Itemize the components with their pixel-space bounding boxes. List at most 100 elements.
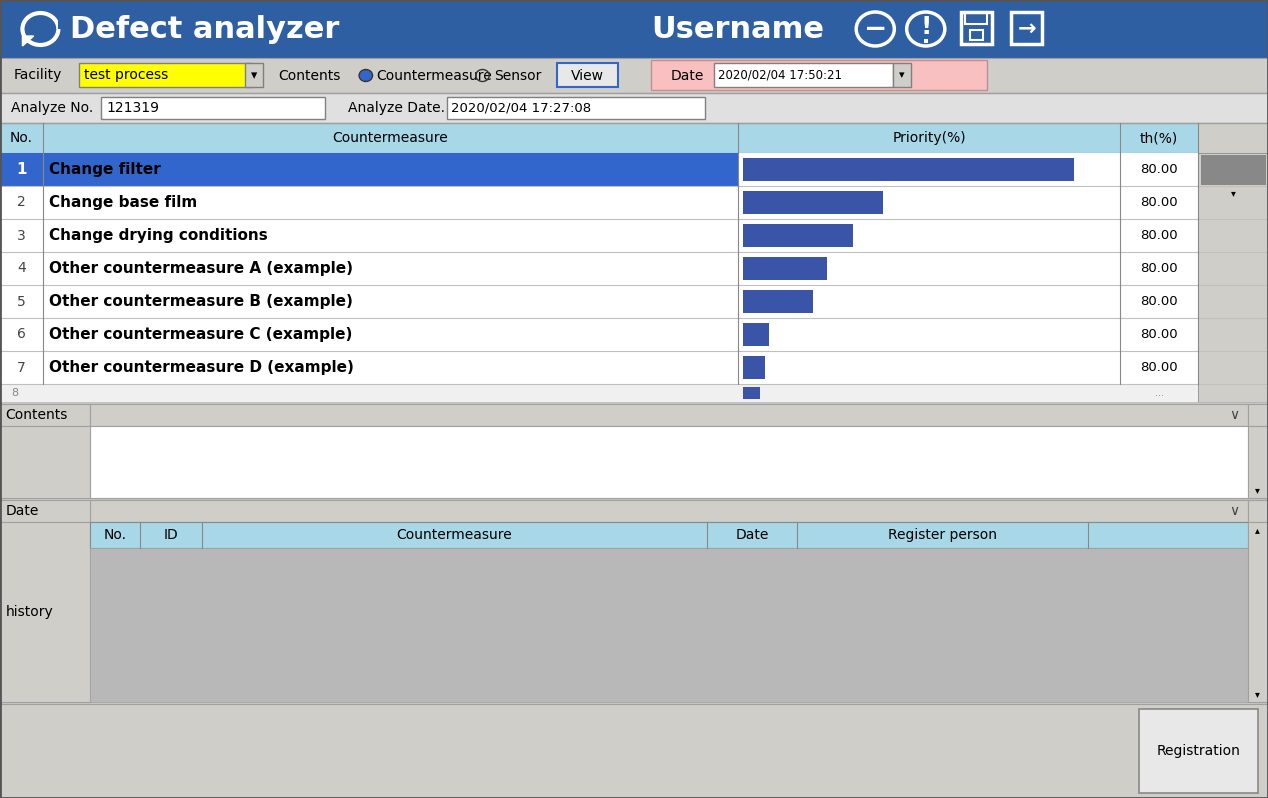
- Bar: [90, 500, 1248, 522]
- Text: 80.00: 80.00: [1140, 361, 1178, 374]
- Text: Analyze No.: Analyze No.: [11, 101, 94, 115]
- Bar: [1198, 285, 1268, 318]
- Bar: [1198, 351, 1268, 384]
- Text: ▾: ▾: [1255, 689, 1260, 699]
- Bar: [0, 404, 90, 426]
- Bar: [0, 153, 738, 186]
- Bar: [1198, 384, 1268, 402]
- Text: Change drying conditions: Change drying conditions: [49, 228, 268, 243]
- Bar: [743, 224, 853, 247]
- Text: Facility: Facility: [14, 69, 62, 82]
- Bar: [1201, 155, 1265, 185]
- Bar: [0, 404, 1268, 498]
- Bar: [1248, 500, 1268, 522]
- Text: 80.00: 80.00: [1140, 328, 1178, 341]
- Text: Date: Date: [671, 69, 705, 82]
- Bar: [743, 387, 760, 399]
- Bar: [1198, 252, 1268, 285]
- Text: →: →: [1017, 19, 1036, 39]
- Bar: [0, 522, 90, 702]
- Text: Countermeasure: Countermeasure: [332, 131, 449, 145]
- Text: Date: Date: [5, 504, 39, 518]
- Text: 121319: 121319: [107, 101, 160, 115]
- Bar: [90, 548, 1248, 702]
- Circle shape: [360, 70, 372, 81]
- Text: 80.00: 80.00: [1140, 295, 1178, 308]
- Text: ▾: ▾: [899, 70, 905, 81]
- Bar: [743, 191, 883, 214]
- Text: history: history: [5, 605, 53, 619]
- Bar: [90, 426, 1248, 498]
- Bar: [923, 39, 928, 43]
- Text: Contents: Contents: [278, 69, 341, 82]
- Bar: [0, 219, 1198, 252]
- Bar: [743, 158, 1074, 181]
- Text: ∨: ∨: [1229, 408, 1239, 422]
- Bar: [1198, 153, 1268, 186]
- Bar: [0, 58, 1268, 93]
- Text: Countermeasure: Countermeasure: [397, 528, 512, 542]
- Bar: [965, 12, 988, 24]
- Text: ▴: ▴: [1255, 525, 1260, 535]
- Bar: [0, 704, 1268, 798]
- Bar: [1011, 12, 1042, 44]
- Text: Username: Username: [650, 14, 824, 44]
- Bar: [90, 522, 1248, 548]
- Text: Countermeasure: Countermeasure: [375, 69, 492, 82]
- Bar: [1120, 153, 1198, 186]
- Bar: [1139, 709, 1258, 793]
- Bar: [961, 12, 992, 44]
- Bar: [0, 186, 1198, 219]
- Text: Contents: Contents: [5, 408, 68, 422]
- Text: 7: 7: [16, 361, 25, 374]
- Text: Other countermeasure C (example): Other countermeasure C (example): [49, 327, 353, 342]
- Bar: [245, 63, 262, 87]
- Text: ▾: ▾: [251, 69, 256, 82]
- Bar: [0, 0, 1268, 58]
- Text: ▾: ▾: [1231, 188, 1235, 198]
- Text: 80.00: 80.00: [1140, 196, 1178, 209]
- Polygon shape: [23, 36, 34, 46]
- Text: Other countermeasure D (example): Other countermeasure D (example): [49, 360, 354, 375]
- Bar: [714, 63, 893, 87]
- Bar: [446, 97, 705, 119]
- Text: Register person: Register person: [888, 528, 997, 542]
- Bar: [738, 153, 1120, 186]
- Text: 3: 3: [16, 228, 25, 243]
- Text: 80.00: 80.00: [1140, 229, 1178, 242]
- Bar: [0, 500, 1268, 522]
- Bar: [0, 123, 1268, 153]
- Text: Priority(%): Priority(%): [893, 131, 966, 145]
- Text: 1: 1: [16, 162, 27, 177]
- Bar: [101, 97, 326, 119]
- Bar: [1248, 426, 1268, 498]
- Bar: [557, 63, 619, 87]
- Text: Sensor: Sensor: [493, 69, 541, 82]
- Text: 80.00: 80.00: [1140, 262, 1178, 275]
- Bar: [0, 426, 90, 498]
- Text: ∨: ∨: [1229, 504, 1239, 518]
- Bar: [0, 93, 1268, 123]
- Text: 4: 4: [16, 262, 25, 275]
- Text: 6: 6: [16, 327, 25, 342]
- Bar: [650, 60, 988, 90]
- Text: −: −: [864, 15, 886, 43]
- Text: Change filter: Change filter: [49, 162, 161, 177]
- Text: Defect analyzer: Defect analyzer: [70, 14, 339, 44]
- Bar: [0, 285, 1198, 318]
- Text: No.: No.: [104, 528, 127, 542]
- Text: !: !: [921, 15, 932, 39]
- Bar: [743, 356, 765, 379]
- Bar: [0, 351, 1198, 384]
- Bar: [0, 384, 1198, 402]
- Text: Change base film: Change base film: [49, 195, 198, 210]
- Text: No.: No.: [10, 131, 33, 145]
- Text: ▾: ▾: [1255, 485, 1260, 495]
- Bar: [79, 63, 252, 87]
- Text: View: View: [571, 69, 604, 82]
- Bar: [1198, 318, 1268, 351]
- Bar: [743, 257, 828, 280]
- Text: ID: ID: [164, 528, 179, 542]
- Text: Date: Date: [735, 528, 768, 542]
- Text: 2020/02/04 17:27:08: 2020/02/04 17:27:08: [451, 101, 591, 114]
